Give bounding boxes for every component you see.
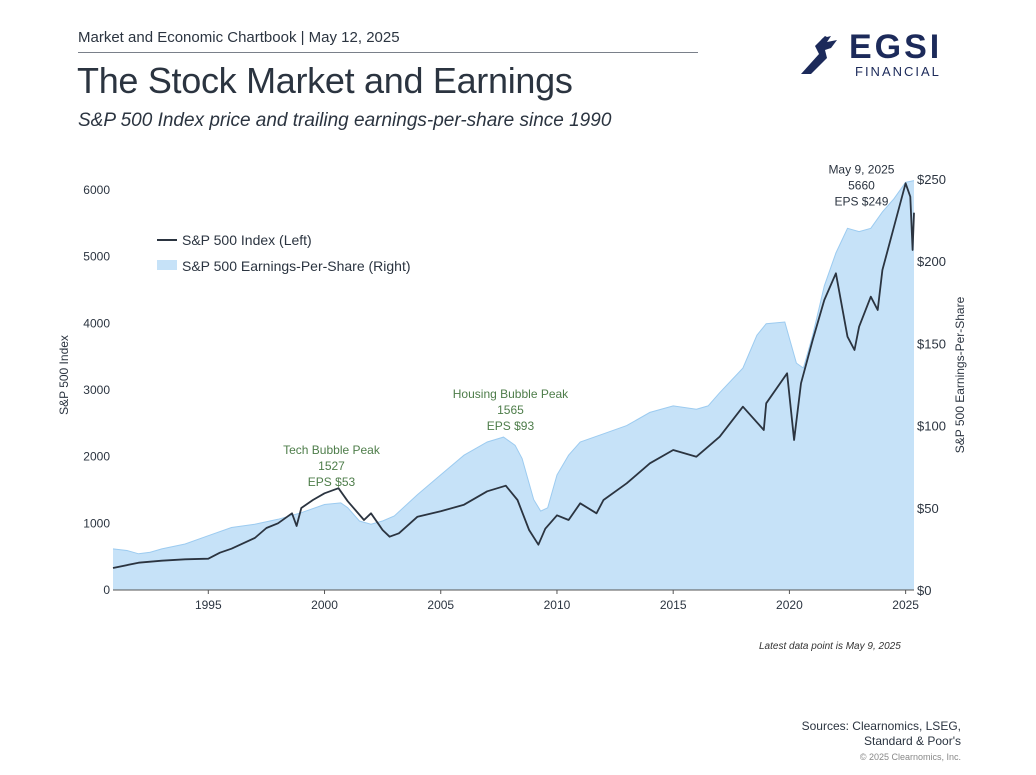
- sources-line-2: Standard & Poor's: [863, 734, 961, 748]
- y-right-tick-label: $100: [917, 419, 946, 434]
- sources-line-1: Sources: Clearnomics, LSEG,: [801, 719, 961, 733]
- x-tick-label: 2020: [776, 598, 803, 612]
- annotation-3-line-2: 5660: [848, 178, 875, 192]
- annotation-2-line-1: Housing Bubble Peak: [453, 387, 569, 401]
- y-left-tick-label: 2000: [83, 450, 110, 464]
- legend-index-label: S&P 500 Index (Left): [182, 232, 312, 248]
- y-right-tick-label: $150: [917, 336, 946, 351]
- logo-name: EGSI: [849, 28, 943, 66]
- sources: Sources: Clearnomics, LSEG, Standard & P…: [661, 719, 961, 749]
- page-subtitle: S&P 500 Index price and trailing earning…: [78, 110, 612, 131]
- eps-outline: [112, 180, 915, 555]
- copyright: © 2025 Clearnomics, Inc.: [859, 752, 961, 762]
- y-left-tick-label: 1000: [83, 516, 110, 530]
- stock-earnings-chart: 1995 2000 2005 2010 2015 2020 2025 0 1000 2000 300…: [57, 162, 967, 612]
- eps-area: [113, 180, 914, 590]
- logo-sub: FINANCIAL: [855, 64, 941, 79]
- y-right-tick-label: $200: [917, 254, 946, 269]
- page-title: The Stock Market and Earnings: [77, 60, 573, 101]
- annotation-3-line-1: May 9, 2025: [828, 162, 894, 176]
- y-left-tick-label: 6000: [83, 183, 110, 197]
- y-right-tick-label: $250: [917, 172, 946, 187]
- y-left-axis-label: S&P 500 Index: [57, 335, 71, 415]
- egsi-logo: EGSI FINANCIAL: [797, 28, 952, 82]
- y-right-tick-label: $50: [917, 501, 939, 516]
- y-left-tick-label: 3000: [83, 383, 110, 397]
- y-left-tick-label: 5000: [83, 250, 110, 264]
- y-right-axis-label: S&P 500 Earnings-Per-Share: [953, 296, 967, 453]
- legend-eps-swatch: [157, 260, 177, 270]
- legend-eps-label: S&P 500 Earnings-Per-Share (Right): [182, 258, 411, 274]
- header-divider: [78, 52, 698, 53]
- chartbook-label: Market and Economic Chartbook | May 12, …: [78, 29, 400, 46]
- annotation-3-line-3: EPS $249: [834, 194, 888, 208]
- y-right-tick-label: $0: [917, 583, 931, 598]
- sp500-index-line: [112, 182, 915, 569]
- annotation-1-line-1: Tech Bubble Peak: [283, 443, 381, 457]
- annotation-1-line-2: 1527: [318, 459, 345, 473]
- x-tick-label: 2000: [311, 598, 338, 612]
- x-tick-label: 2005: [427, 598, 454, 612]
- x-tick-label: 2025: [892, 598, 919, 612]
- latest-data-note: Latest data point is May 9, 2025: [759, 641, 901, 652]
- x-tick-label: 2015: [660, 598, 687, 612]
- annotation-2-line-3: EPS $93: [487, 419, 535, 433]
- y-left-tick-label: 0: [103, 583, 110, 597]
- x-tick-label: 2010: [544, 598, 571, 612]
- annotation-2-line-2: 1565: [497, 403, 524, 417]
- annotation-1-line-3: EPS $53: [308, 475, 356, 489]
- eagle-icon: [801, 36, 837, 74]
- x-tick-label: 1995: [195, 598, 222, 612]
- y-left-tick-label: 4000: [83, 316, 110, 330]
